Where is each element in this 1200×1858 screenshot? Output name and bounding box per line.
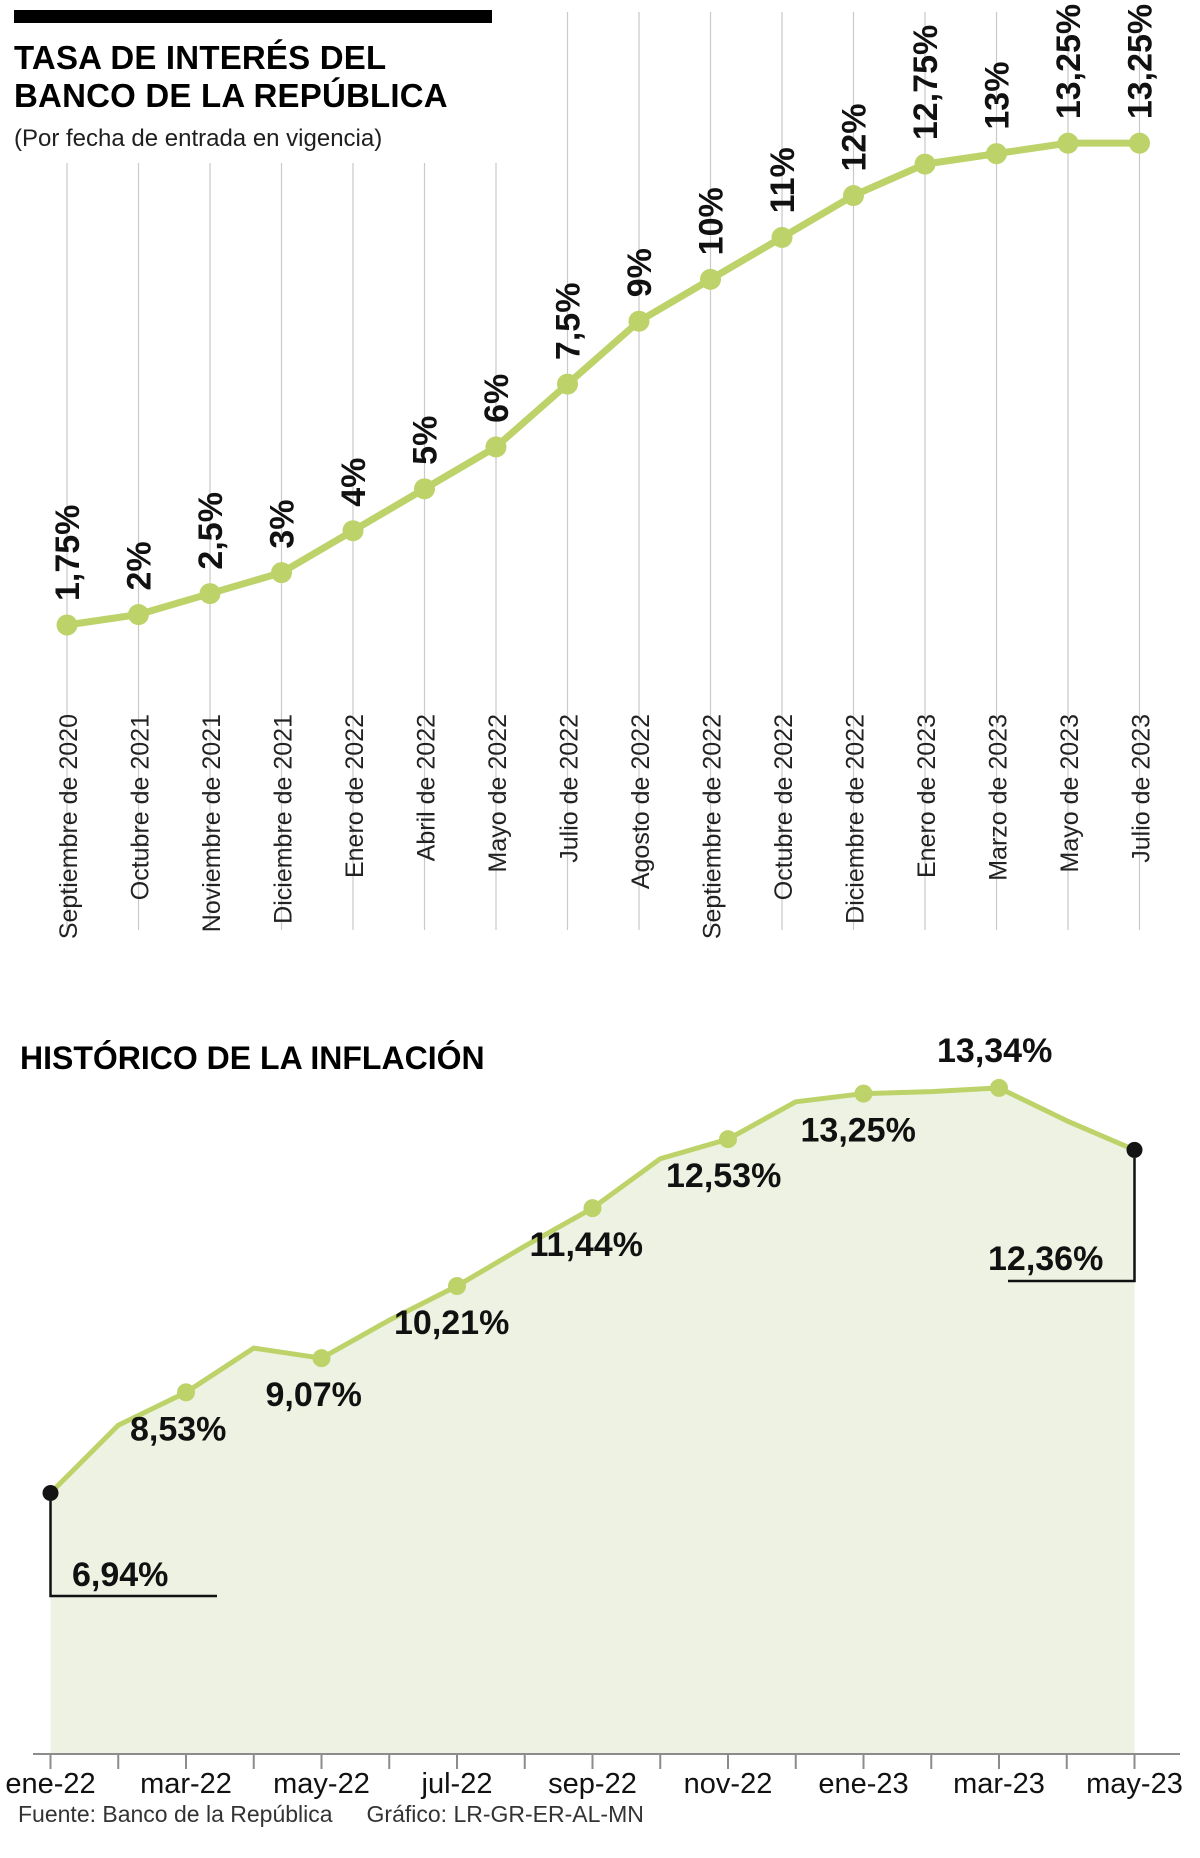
rate-value-label: 12% [836, 103, 874, 171]
rate-value-label: 4% [335, 458, 373, 507]
rate-category-label: Agosto de 2022 [627, 714, 655, 889]
inflation-endpoint-marker [42, 1485, 59, 1501]
rate-value-label: 2% [121, 541, 159, 590]
callout-line [1008, 1157, 1136, 1283]
inflation-value-label: 8,53% [130, 1410, 226, 1448]
rate-category-label: Octubre de 2022 [770, 714, 798, 900]
inflation-value-label: 13,25% [801, 1112, 916, 1150]
inflation-marker [583, 1199, 602, 1218]
inflation-axis-label: nov-22 [684, 1768, 773, 1800]
rate-value-label: 3% [264, 499, 302, 548]
rate-category-label: Julio de 2023 [1128, 714, 1156, 863]
rate-marker [1129, 132, 1150, 154]
inflation-axis-label: mar-22 [140, 1768, 232, 1800]
inflation-axis-label: ene-22 [5, 1768, 95, 1800]
inflation-axis-label: sep-22 [548, 1768, 637, 1800]
rate-category-label: Diciembre de 2022 [842, 714, 870, 924]
rate-marker [271, 562, 292, 584]
rate-value-label: 7,5% [550, 283, 588, 361]
rate-marker [485, 436, 507, 458]
inflation-axis-label: ene-23 [818, 1768, 908, 1800]
rate-category-label: Abril de 2022 [413, 714, 441, 861]
inflation-axis-label: mar-23 [953, 1768, 1045, 1800]
chart1-header: TASA DE INTERÉS DEL BANCO DE LA REPÚBLIC… [14, 10, 502, 163]
chart1-title-line2: BANCO DE LA REPÚBLICA [14, 77, 448, 115]
rate-category-label: Julio de 2022 [556, 714, 584, 863]
rate-value-label: 12,75% [907, 25, 945, 140]
title-rule [14, 10, 492, 23]
rate-value-label: 9% [621, 248, 659, 297]
rate-category-label: Diciembre de 2021 [270, 714, 298, 924]
rate-marker [771, 226, 793, 248]
rate-category-label: Mayo de 2023 [1056, 714, 1084, 872]
inflation-value-label: 6,94% [72, 1556, 168, 1594]
rate-marker [199, 583, 221, 605]
inflation-marker [448, 1277, 466, 1296]
rate-value-label: 13% [979, 62, 1017, 130]
rate-marker [700, 268, 721, 290]
inflation-axis-label: may-22 [273, 1768, 370, 1800]
rate-value-label: 2,5% [192, 492, 230, 570]
inflation-endpoint-marker [1126, 1141, 1143, 1158]
rate-marker [843, 185, 864, 207]
rate-category-label: Mayo de 2022 [484, 714, 512, 872]
rate-marker [414, 478, 435, 500]
inflation-value-label: 10,21% [394, 1304, 509, 1342]
inflation-area [50, 1087, 1135, 1754]
rate-value-label: 5% [407, 416, 445, 465]
inflation-value-label: 11,44% [530, 1226, 643, 1264]
inflation-axis-label: may-23 [1086, 1768, 1183, 1800]
rate-category-label: Septiembre de 2020 [55, 714, 83, 939]
rate-marker [1057, 132, 1079, 154]
inflation-value-label: 9,07% [266, 1376, 362, 1414]
rate-category-label: Septiembre de 2022 [699, 714, 727, 939]
rate-marker [557, 373, 578, 395]
inflation-value-label: 12,36% [988, 1240, 1103, 1278]
inflation-marker [854, 1084, 873, 1103]
inflation-marker [312, 1349, 331, 1368]
callout-line [49, 1501, 217, 1598]
rate-value-label: 10% [693, 187, 731, 255]
inflation-marker [719, 1130, 737, 1149]
footer-credit: Gráfico: LR-GR-ER-AL-MN [366, 1801, 644, 1827]
rate-category-label: Enero de 2023 [913, 714, 941, 878]
inflation-chart: 6,94% 12,36% ene-22 mar-22 may-22 jul-22 sep-2… [5, 1032, 1183, 1800]
inflation-value-label: 12,53% [666, 1157, 781, 1195]
rate-value-label: 13,25% [1122, 4, 1160, 119]
rate-category-label: Noviembre de 2021 [198, 714, 226, 932]
footer-source: Fuente: Banco de la República [18, 1801, 333, 1827]
inflation-axis-label: jul-22 [421, 1768, 493, 1800]
rate-marker [56, 614, 78, 636]
rate-category-label: Marzo de 2023 [985, 714, 1013, 881]
rate-marker [914, 153, 936, 175]
footer: Fuente: Banco de la República Gráfico: L… [18, 1801, 644, 1828]
rate-value-label: 11% [764, 147, 802, 213]
rate-marker [128, 604, 149, 626]
rate-value-label: 13,25% [1050, 4, 1088, 119]
rate-value-label: 1,75% [49, 505, 87, 601]
inflation-marker [177, 1383, 195, 1402]
inflation-marker [990, 1078, 1008, 1097]
rate-marker [342, 520, 364, 542]
rate-marker [986, 143, 1007, 165]
rate-value-label: 6% [478, 374, 516, 423]
chart2-title: HISTÓRICO DE LA INFLACIÓN [20, 1040, 485, 1076]
rate-category-label: Enero de 2022 [341, 714, 369, 878]
rate-line [63, 139, 1143, 629]
chart1-title-line1: TASA DE INTERÉS DEL [14, 39, 387, 76]
rate-category-label: Octubre de 2021 [127, 714, 155, 900]
rate-marker [628, 310, 650, 332]
inflation-value-label: 13,34% [937, 1032, 1052, 1070]
interest-rate-chart: 1,75% 2% 2,5% 3% 4% 5% 6% 7,5% 9% 10% 11% 12% 12,75%… [49, 4, 1160, 939]
chart1-subtitle: (Por fecha de entrada en vigencia) [14, 124, 383, 152]
